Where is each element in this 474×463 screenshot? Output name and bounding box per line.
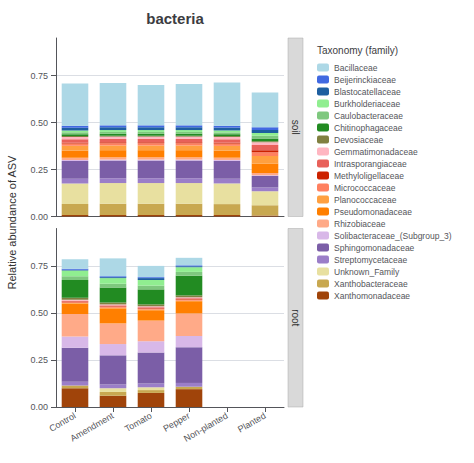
svg-text:Caulobacteraceae: Caulobacteraceae bbox=[334, 111, 403, 121]
svg-text:Solibacteraceae_(Subgroup_3): Solibacteraceae_(Subgroup_3) bbox=[334, 231, 452, 241]
svg-text:Amendment: Amendment bbox=[69, 410, 116, 443]
svg-text:Unknown_Family: Unknown_Family bbox=[334, 267, 400, 277]
svg-text:Chitinophagaceae: Chitinophagaceae bbox=[334, 123, 403, 133]
svg-text:0.75: 0.75 bbox=[30, 261, 48, 271]
svg-text:Xanthomonadaceae: Xanthomonadaceae bbox=[334, 291, 410, 301]
svg-text:Taxonomy (family): Taxonomy (family) bbox=[317, 45, 398, 56]
svg-text:Methyloligellaceae: Methyloligellaceae bbox=[334, 171, 404, 181]
svg-text:Pseudomonadaceae: Pseudomonadaceae bbox=[334, 207, 412, 217]
svg-text:Intrasporangiaceae: Intrasporangiaceae bbox=[334, 159, 407, 169]
svg-text:Xanthobacteraceae: Xanthobacteraceae bbox=[334, 279, 408, 289]
svg-text:Planted: Planted bbox=[236, 411, 267, 435]
svg-text:Tomato: Tomato bbox=[123, 411, 154, 434]
svg-text:Gemmatimonadaceae: Gemmatimonadaceae bbox=[334, 147, 418, 157]
svg-text:Sphingomonadaceae: Sphingomonadaceae bbox=[334, 243, 415, 253]
svg-text:Bacillaceae: Bacillaceae bbox=[334, 63, 378, 73]
svg-text:Micrococcaceae: Micrococcaceae bbox=[334, 183, 396, 193]
svg-text:0.50: 0.50 bbox=[30, 118, 48, 128]
svg-text:0.25: 0.25 bbox=[30, 165, 48, 175]
svg-text:0.00: 0.00 bbox=[30, 212, 48, 222]
svg-text:0.75: 0.75 bbox=[30, 71, 48, 81]
svg-text:Planococcaceae: Planococcaceae bbox=[334, 195, 397, 205]
svg-text:Relative abundance of ASV: Relative abundance of ASV bbox=[6, 155, 18, 290]
svg-text:0.00: 0.00 bbox=[30, 402, 48, 412]
svg-text:0.25: 0.25 bbox=[30, 355, 48, 365]
svg-text:root: root bbox=[290, 309, 301, 326]
svg-text:Burkholderiaceae: Burkholderiaceae bbox=[334, 99, 400, 109]
svg-text:Rhizobiaceae: Rhizobiaceae bbox=[334, 219, 386, 229]
svg-text:Control: Control bbox=[47, 411, 77, 434]
svg-text:Beijerinckiaceae: Beijerinckiaceae bbox=[334, 75, 396, 85]
svg-text:Streptomycetaceae: Streptomycetaceae bbox=[334, 255, 408, 265]
svg-text:Pepper: Pepper bbox=[161, 411, 191, 434]
svg-text:0.50: 0.50 bbox=[30, 308, 48, 318]
svg-text:Non-planted: Non-planted bbox=[182, 411, 229, 444]
svg-text:Devosiaceae: Devosiaceae bbox=[334, 135, 383, 145]
svg-text:soil: soil bbox=[290, 120, 301, 135]
svg-text:bacteria: bacteria bbox=[146, 10, 204, 27]
svg-text:Blastocatellaceae: Blastocatellaceae bbox=[334, 87, 401, 97]
